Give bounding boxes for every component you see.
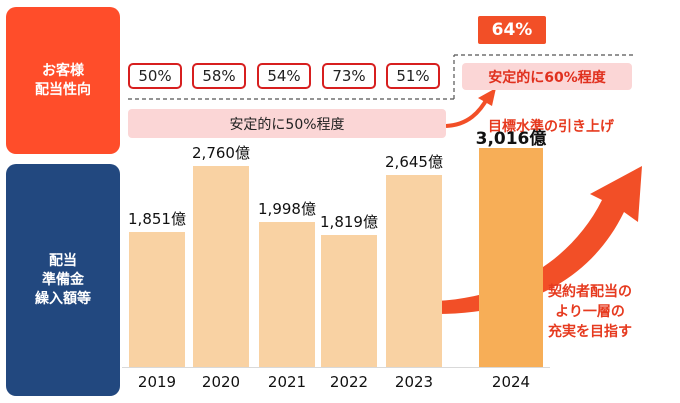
payout-ratio-box: 54%	[257, 63, 311, 89]
bar-2024	[479, 147, 543, 367]
raise-note: 目標水準の引き上げ	[488, 119, 614, 135]
year-tick-label: 2020	[201, 373, 241, 391]
current-level-band: 安定的に50%程度	[128, 109, 446, 138]
payout-ratio-box: 50%	[128, 63, 182, 89]
chart-baseline	[122, 367, 550, 368]
raise-arrow-curve	[445, 96, 490, 128]
bar-value-label: 2,760億	[192, 144, 250, 163]
bar-value-label: 1,819億	[320, 212, 378, 231]
enhancement-note: 契約者配当の より一層の 充実を目指す	[548, 284, 632, 340]
bar-2019	[129, 232, 185, 367]
payout-ratio-panel: お客様 配当性向	[6, 7, 120, 154]
bar-value-label: 2,645億	[385, 152, 443, 171]
bar-2022	[321, 234, 377, 367]
year-tick-label: 2023	[394, 373, 434, 391]
target-ratio-badge: 64%	[478, 16, 546, 44]
bar-2020	[193, 166, 249, 367]
year-tick-label: 2019	[137, 373, 177, 391]
bar-2023	[386, 174, 442, 367]
payout-ratio-box: 73%	[322, 63, 376, 89]
target-level-band: 安定的に60%程度	[462, 63, 632, 90]
payout-ratio-box: 58%	[192, 63, 246, 89]
bar-value-label: 3,016億	[475, 128, 547, 149]
year-tick-label: 2022	[329, 373, 369, 391]
year-tick-label: 2024	[491, 373, 531, 391]
payout-ratio-box: 51%	[386, 63, 440, 89]
bar-2021	[259, 221, 315, 367]
dividend-reserve-panel: 配当 準備金 繰入額等	[6, 164, 120, 396]
bar-value-label: 1,998億	[258, 199, 316, 218]
bar-value-label: 1,851億	[128, 210, 186, 229]
year-tick-label: 2021	[267, 373, 307, 391]
raise-arrow-head	[478, 88, 496, 106]
